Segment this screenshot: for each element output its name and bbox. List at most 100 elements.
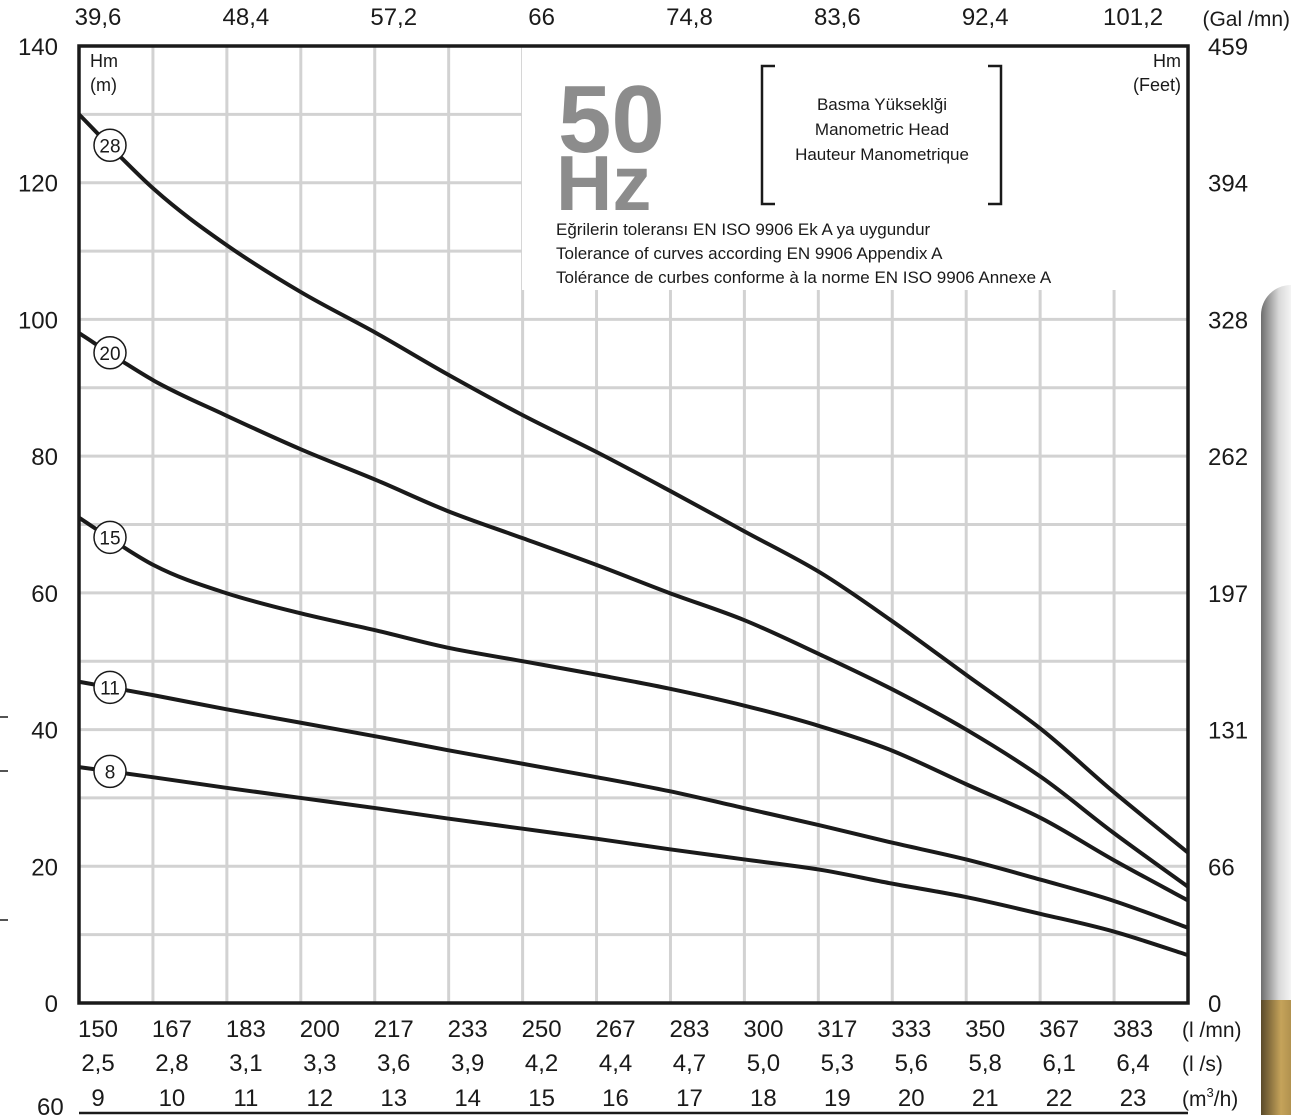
x-tick-label-m3h: 10 (159, 1085, 186, 1112)
x-tick-label-ls: 5,6 (895, 1050, 928, 1077)
x-tick-label-ls: 3,3 (303, 1050, 336, 1077)
x-tick-label-lmn: 250 (522, 1016, 562, 1043)
x-tick-label-m3h: 18 (750, 1085, 777, 1112)
y-right-tick-label: 197 (1208, 581, 1248, 608)
x-tick-label-m3h: 15 (528, 1085, 555, 1112)
curve-label-15: 15 (93, 520, 127, 555)
curve-label-text: 11 (100, 678, 120, 699)
y-right-tick-label: 394 (1208, 171, 1248, 198)
curve-label-28: 28 (93, 128, 127, 163)
x-tick-label-lmn: 200 (300, 1016, 340, 1043)
x-tick-label-ls: 3,6 (377, 1050, 410, 1077)
pump-photo-base (1261, 1000, 1291, 1115)
x-unit-lmn: (l /mn) (1182, 1019, 1242, 1042)
y-right-tick-label: 328 (1208, 307, 1248, 334)
x-tick-label-gal: 83,6 (814, 4, 861, 31)
y-left-tick-label: 40 (31, 718, 58, 745)
curve-label-20: 20 (93, 336, 127, 370)
y-left-tick-label: 80 (31, 444, 58, 471)
x-tick-label-ls: 5,8 (969, 1050, 1002, 1077)
x-tick-label-m3h: 22 (1046, 1085, 1073, 1112)
curve-label-text: 20 (99, 344, 120, 365)
x-tick-label-ls: 2,8 (155, 1050, 188, 1077)
curve-8 (78, 765, 1189, 958)
x-tick-label-gal: 66 (528, 4, 555, 31)
bracket-right (988, 64, 1003, 206)
x-tick-label-lmn: 350 (965, 1016, 1005, 1043)
y-right-tick-label: 131 (1208, 718, 1248, 745)
curve-11 (78, 679, 1189, 930)
y-left-ticks: 0 20 40 60 80 100 120 140 (18, 34, 58, 1018)
x-tick-label-m3h: 14 (454, 1085, 481, 1112)
x-tick-label-ls: 5,0 (747, 1050, 780, 1077)
x-tick-label-m3h: 16 (602, 1085, 629, 1112)
y-left-tick-label: 20 (31, 854, 58, 881)
y-left-tick-label: 140 (18, 34, 58, 61)
annotation-background (522, 42, 1188, 290)
x-tick-label-lmn: 217 (374, 1016, 414, 1043)
x-tick-label-lmn: 383 (1113, 1016, 1153, 1043)
x-unit-m3h-prefix: (m (1182, 1088, 1207, 1111)
x-bottom-ticks: 150 167 183 200 217 233 250 267 283 300 317 333 350 3… (78, 1016, 1153, 1112)
top-axis-unit: (Gal /mn) (1202, 8, 1290, 31)
x-tick-label-m3h: 19 (824, 1085, 851, 1112)
curve-label-circle (93, 670, 127, 705)
tolerance-note-tr: Eğrilerin toleransı EN ISO 9906 Ek A ya … (556, 220, 931, 239)
y-left-tick-label: 60 (31, 581, 58, 608)
y-right-ticks: 0 66 131 197 262 328 394 459 (1208, 34, 1248, 1018)
y-right-tick-label: 459 (1208, 34, 1248, 61)
x-tick-label-lmn: 300 (743, 1016, 783, 1043)
frequency-number: 50 (558, 66, 665, 173)
x-tick-label-gal: 92,4 (962, 4, 1009, 31)
x-tick-label-m3h: 12 (306, 1085, 333, 1112)
curve-20 (77, 331, 1190, 889)
curve-15 (77, 515, 1189, 903)
y-left-tick-label: 100 (18, 307, 58, 334)
x-tick-label-m3h: 9 (91, 1085, 104, 1112)
curve-label-circle (93, 520, 127, 555)
x-tick-label-ls: 2,5 (81, 1050, 114, 1077)
curves (77, 112, 1190, 958)
x-tick-label-lmn: 233 (448, 1016, 488, 1043)
x-tick-label-ls: 5,3 (821, 1050, 854, 1077)
tolerance-note-en: Tolerance of curves according EN 9906 Ap… (556, 244, 943, 263)
y-left-tick-label: 120 (18, 171, 58, 198)
curve-label-circle (93, 336, 127, 370)
x-tick-label-ls: 4,7 (673, 1050, 706, 1077)
curve-label-text: 8 (105, 762, 116, 783)
x-top-ticks: 39,6 48,4 57,2 66 74,8 83,6 92,4 101,2 (75, 4, 1163, 31)
x-tick-label-ls: 3,9 (451, 1050, 484, 1077)
box-text-en: Manometric Head (815, 120, 949, 139)
curve-label-text: 15 (99, 528, 120, 549)
x-tick-label-gal: 74,8 (666, 4, 713, 31)
x-tick-label-gal: 57,2 (370, 4, 417, 31)
y-left-label: Hm (90, 51, 118, 71)
x-tick-label-m3h: 11 (233, 1085, 258, 1112)
x-unit-m3h-suffix: /h) (1214, 1088, 1239, 1111)
x-tick-label-ls: 6,1 (1042, 1050, 1075, 1077)
curve-label-8: 8 (93, 754, 127, 789)
x-tick-label-m3h: 17 (676, 1085, 703, 1112)
curve-label-circle (93, 754, 127, 789)
x-tick-label-gal: 39,6 (75, 4, 122, 31)
x-tick-label-m3h: 21 (972, 1085, 999, 1112)
x-tick-label-lmn: 267 (596, 1016, 636, 1043)
y-right-tick-label: 0 (1208, 991, 1221, 1018)
y-right-tick-label: 262 (1208, 444, 1248, 471)
curve-28 (77, 112, 1190, 855)
y-left-unit: (m) (90, 75, 117, 95)
x-unit-m3h: (m3/h) (1182, 1085, 1238, 1111)
curve-label-circle (93, 128, 127, 163)
x-tick-label-gal: 101,2 (1103, 4, 1163, 31)
curve-label-text: 28 (99, 136, 120, 157)
x-tick-label-m3h: 23 (1120, 1085, 1147, 1112)
y-right-tick-label: 66 (1208, 854, 1235, 881)
y-right-unit: (Feet) (1133, 75, 1181, 95)
x-tick-label-lmn: 150 (78, 1016, 118, 1043)
x-tick-label-ls: 3,1 (229, 1050, 262, 1077)
frequency-unit: Hz (556, 139, 651, 227)
x-tick-label-gal: 48,4 (223, 4, 270, 31)
pump-photo (1261, 285, 1291, 1115)
x-unit-m3h-sup: 3 (1207, 1085, 1214, 1100)
